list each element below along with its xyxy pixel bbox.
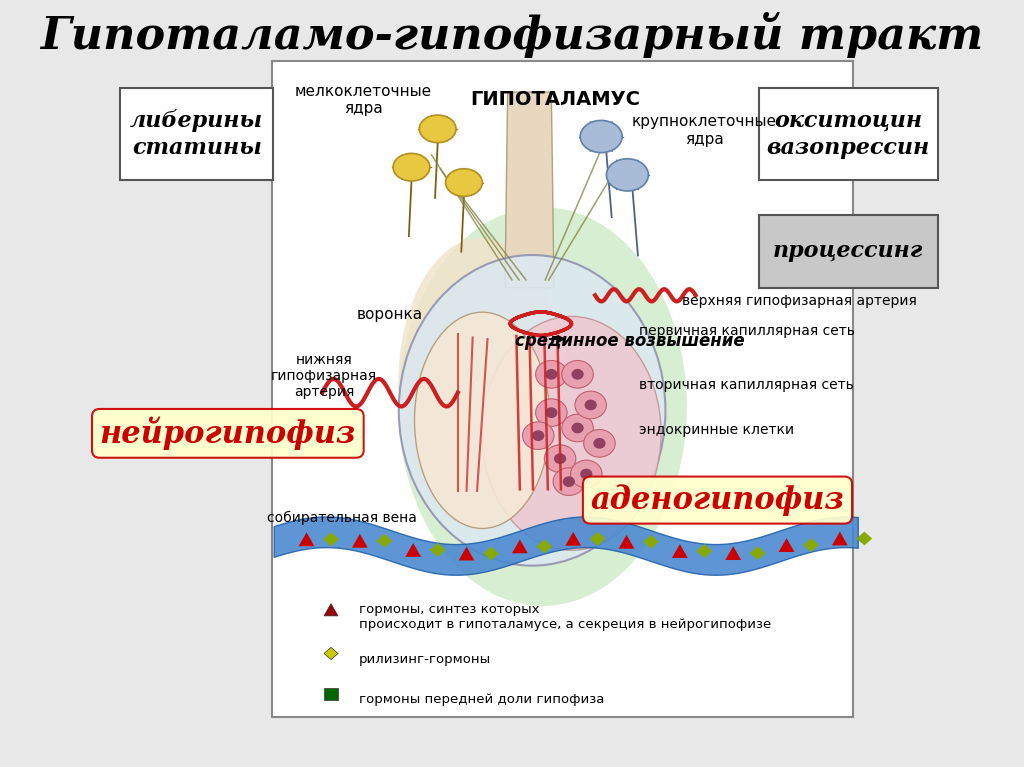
Text: первичная капиллярная сеть: первичная капиллярная сеть	[639, 324, 855, 338]
Polygon shape	[803, 538, 819, 552]
Polygon shape	[430, 543, 445, 557]
FancyBboxPatch shape	[271, 61, 853, 717]
Polygon shape	[324, 688, 338, 700]
FancyBboxPatch shape	[120, 88, 273, 180]
Circle shape	[532, 430, 545, 441]
Text: гормоны передней доли гипофиза: гормоны передней доли гипофиза	[359, 693, 604, 706]
Polygon shape	[324, 604, 338, 616]
Circle shape	[545, 445, 575, 472]
Circle shape	[562, 414, 593, 442]
Polygon shape	[696, 544, 713, 558]
FancyBboxPatch shape	[759, 215, 938, 288]
Polygon shape	[643, 535, 658, 548]
Polygon shape	[750, 546, 766, 560]
Text: мелкоклеточные
ядра: мелкоклеточные ядра	[295, 84, 432, 116]
Polygon shape	[833, 532, 848, 545]
Circle shape	[522, 422, 554, 449]
Polygon shape	[352, 534, 368, 548]
Polygon shape	[590, 532, 605, 545]
Text: срединное возвышение: срединное возвышение	[515, 332, 744, 351]
Circle shape	[585, 400, 597, 410]
Circle shape	[574, 391, 606, 419]
Circle shape	[545, 407, 557, 418]
Text: верхняя гипофизарная артерия: верхняя гипофизарная артерия	[683, 295, 918, 308]
Ellipse shape	[581, 120, 623, 153]
Circle shape	[554, 453, 566, 464]
Circle shape	[571, 369, 584, 380]
Polygon shape	[778, 538, 795, 552]
Circle shape	[553, 468, 585, 495]
Text: собирательная вена: собирательная вена	[266, 511, 417, 525]
Text: процессинг: процессинг	[773, 240, 924, 262]
Polygon shape	[505, 92, 554, 288]
Circle shape	[536, 360, 567, 388]
Ellipse shape	[398, 255, 666, 566]
Ellipse shape	[393, 153, 430, 181]
Polygon shape	[565, 532, 581, 545]
Polygon shape	[324, 532, 339, 546]
Polygon shape	[274, 517, 858, 575]
Text: гормоны, синтез которых
происходит в гипоталамусе, а секреция в нейрогипофизе: гормоны, синтез которых происходит в гип…	[359, 604, 771, 631]
Text: аденогипофиз: аденогипофиз	[591, 484, 845, 516]
Polygon shape	[406, 543, 421, 557]
Text: вторичная капиллярная сеть: вторичная капиллярная сеть	[639, 378, 854, 392]
FancyBboxPatch shape	[759, 88, 938, 180]
Polygon shape	[299, 532, 314, 546]
Polygon shape	[537, 539, 552, 553]
Ellipse shape	[419, 115, 456, 143]
Text: нейрогипофиз: нейрогипофиз	[99, 416, 356, 450]
Text: Гипоталамо-гипофизарный тракт: Гипоталамо-гипофизарный тракт	[40, 12, 984, 58]
Polygon shape	[672, 544, 688, 558]
Text: либерины
статины: либерины статины	[130, 109, 263, 160]
Circle shape	[562, 360, 593, 388]
Polygon shape	[856, 532, 872, 545]
Circle shape	[581, 469, 593, 479]
Ellipse shape	[398, 207, 687, 606]
Circle shape	[570, 460, 602, 488]
Polygon shape	[725, 546, 741, 560]
Text: ГИПОТАЛАМУС: ГИПОТАЛАМУС	[471, 91, 641, 109]
Circle shape	[536, 399, 567, 426]
Ellipse shape	[482, 317, 662, 551]
Polygon shape	[377, 534, 392, 548]
Polygon shape	[324, 647, 338, 660]
Text: рилизинг-гормоны: рилизинг-гормоны	[359, 653, 492, 666]
Text: окситоцин
вазопрессин: окситоцин вазопрессин	[767, 110, 930, 159]
Circle shape	[571, 423, 584, 433]
Text: нижняя
гипофизарная
артерия: нижняя гипофизарная артерия	[271, 353, 377, 399]
Text: воронка: воронка	[356, 307, 423, 322]
Polygon shape	[483, 547, 499, 561]
Ellipse shape	[606, 159, 648, 191]
Circle shape	[545, 369, 557, 380]
Circle shape	[593, 438, 605, 449]
Text: крупноклеточные
ядра: крупноклеточные ядра	[632, 114, 777, 146]
Polygon shape	[618, 535, 635, 548]
Ellipse shape	[445, 169, 482, 196]
Circle shape	[584, 430, 615, 457]
Polygon shape	[459, 547, 474, 561]
Polygon shape	[512, 539, 527, 553]
Ellipse shape	[415, 312, 550, 528]
Circle shape	[563, 476, 574, 487]
Text: эндокринные клетки: эндокринные клетки	[639, 423, 794, 436]
Ellipse shape	[398, 238, 564, 529]
